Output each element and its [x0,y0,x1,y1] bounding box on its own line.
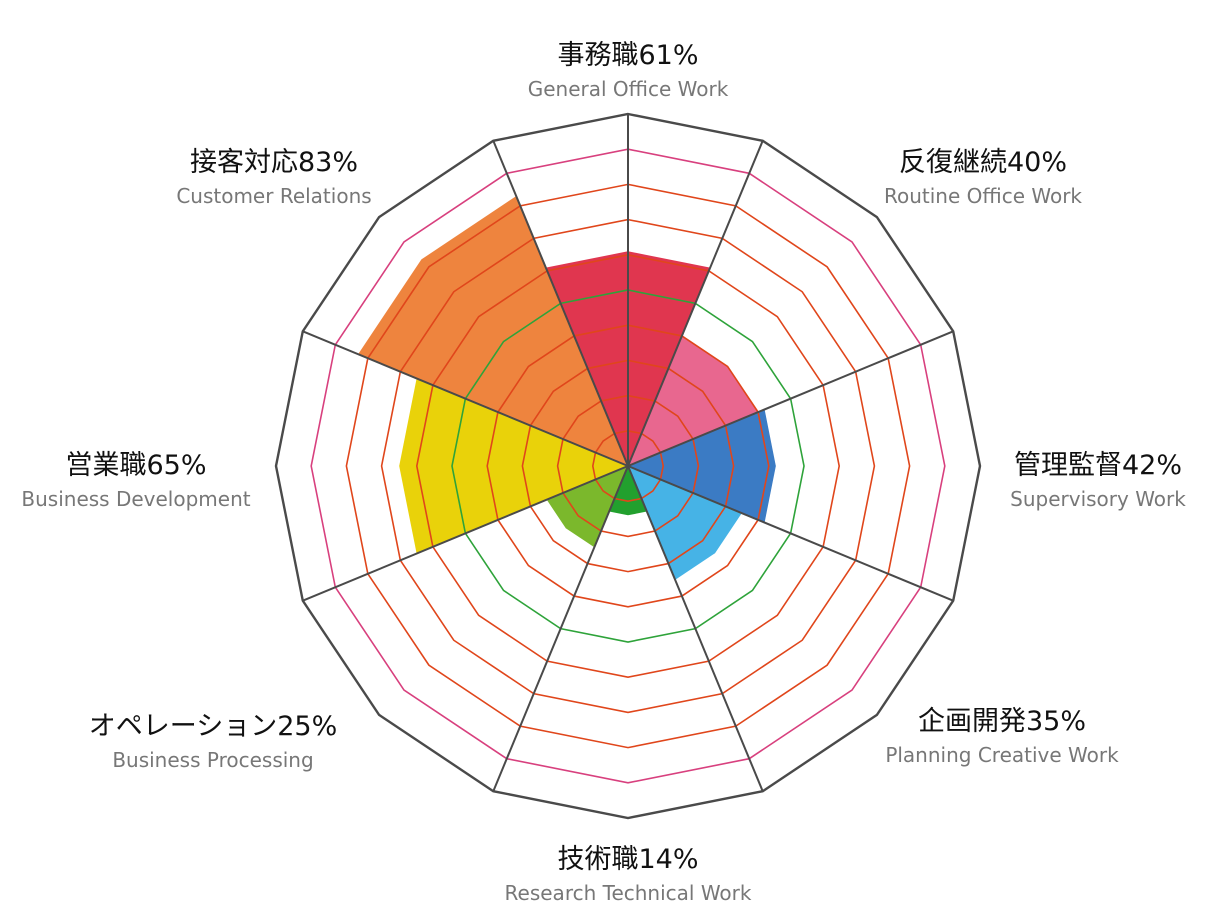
category-name: 企画開発 [918,706,1026,737]
axis-label-subtitle: Research Technical Work [505,881,752,905]
axis-label-title: 接客対応83% [190,147,358,178]
grid-ring-30 [521,359,735,573]
axis-label-subtitle: Business Development [21,487,250,511]
grid-ring-80 [345,183,911,749]
sector-8 [358,196,628,467]
category-name: 接客対応 [190,147,298,178]
grid-ring-layer [274,112,982,820]
sector-5 [609,466,647,516]
axis-label-title: 事務職61% [557,40,698,71]
grid-ring-60 [415,253,841,679]
spoke-layer [302,114,954,792]
axis-label-2: 反復継続40% Routine Office Work [884,147,1082,208]
sector-4 [628,466,742,580]
spoke-15 [492,140,629,467]
axis-label-title: 営業職65% [65,450,206,481]
axis-label-1: 事務職61% General Office Work [528,40,729,101]
category-value: 14% [638,844,698,875]
axis-label-subtitle: Customer Relations [176,184,371,208]
category-value: 42% [1122,450,1182,481]
axis-label-3: 管理監督42% Supervisory Work [1010,450,1186,511]
grid-ring-100 [274,112,982,820]
grid-ring-10 [591,429,665,503]
spoke-1 [627,140,764,467]
axis-label-title: 管理監督42% [1014,450,1182,481]
axis-label-title: 企画開発35% [918,706,1086,737]
axis-label-4: 企画開発35% Planning Creative Work [885,706,1119,767]
label-layer: 事務職61% General Office Work 反復継続40% Routine … [21,40,1186,905]
category-value: 35% [1026,706,1086,737]
spoke-11 [302,465,629,602]
category-name: 技術職 [557,844,638,875]
category-value: 61% [638,40,698,71]
axis-label-8: 接客対応83% Customer Relations [176,147,371,208]
axis-label-6: オペレーション25% Business Processing [89,711,337,772]
grid-ring-20 [556,394,700,538]
axis-label-subtitle: Supervisory Work [1010,487,1186,511]
category-value: 40% [1007,147,1067,178]
category-name: 管理監督 [1014,450,1122,481]
grid-ring-50 [451,289,805,643]
spoke-7 [627,465,764,792]
axis-label-7: 営業職65% Business Development [21,450,250,511]
category-name: オペレーション [89,711,277,742]
category-name: 営業職 [65,450,146,481]
spoke-9 [492,465,629,792]
sector-layer [358,196,776,580]
category-value: 65% [146,450,206,481]
axis-label-5: 技術職14% Research Technical Work [505,844,752,905]
axis-label-title: 反復継続40% [899,147,1067,178]
axis-label-title: 技術職14% [557,844,698,875]
grid-ring-70 [380,218,876,714]
sector-7 [399,378,628,554]
spoke-3 [627,330,954,467]
sector-6 [546,466,628,548]
sector-3 [628,409,776,523]
axis-label-subtitle: General Office Work [528,77,729,101]
axis-label-subtitle: Planning Creative Work [885,743,1119,767]
category-name: 反復継続 [899,147,1007,178]
grid-ring-40 [486,324,770,608]
axis-label-subtitle: Routine Office Work [884,184,1082,208]
category-value: 25% [277,711,337,742]
grid-ring-90 [310,148,946,784]
axis-label-subtitle: Business Processing [112,748,313,772]
spoke-5 [627,465,954,602]
category-value: 83% [298,147,358,178]
category-name: 事務職 [557,40,638,71]
sector-2 [628,335,759,466]
spoke-13 [302,330,629,467]
axis-label-title: オペレーション25% [89,711,337,742]
